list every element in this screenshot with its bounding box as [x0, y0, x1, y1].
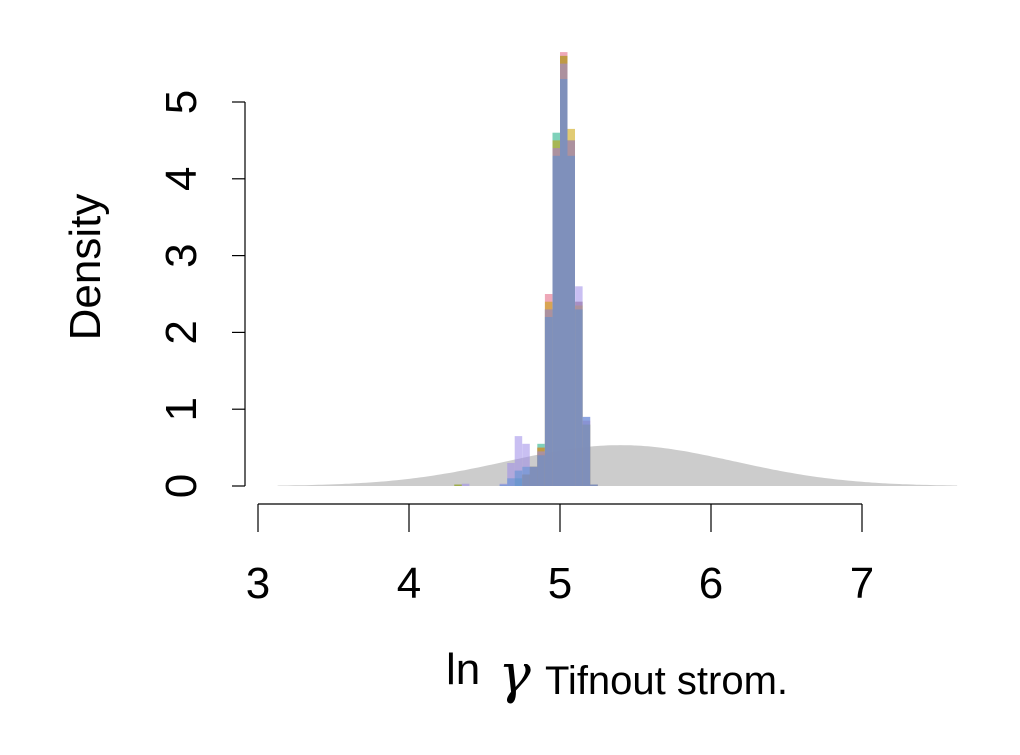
histogram-bar	[552, 155, 560, 487]
histogram-bar	[514, 470, 523, 486]
histogram-bar	[544, 317, 553, 486]
histogram-bar	[461, 483, 470, 486]
x-axis-label-prefix: ln	[446, 645, 480, 694]
posterior-series-5	[499, 79, 598, 487]
histogram-bar	[537, 455, 545, 486]
histogram-bar	[507, 478, 515, 486]
y-axis-label: Density	[61, 194, 110, 341]
histogram-bar	[582, 416, 591, 486]
y-tick-label: 2	[157, 320, 206, 344]
histogram-bar	[522, 466, 530, 486]
y-tick-label: 3	[157, 243, 206, 267]
axes: 0 1 2 3 4 5 3 4 5 6 7	[157, 90, 874, 608]
histogram-bar	[529, 466, 538, 486]
histogram-bar	[575, 309, 583, 486]
histogram-bar	[522, 443, 530, 486]
y-ticks: 0 1 2 3 4 5	[157, 90, 245, 498]
histogram-bar	[567, 155, 575, 487]
y-tick-label: 1	[157, 397, 206, 421]
histogram-bar	[507, 463, 515, 486]
y-tick-label: 0	[157, 474, 206, 498]
x-ticks: 3 4 5 6 7	[246, 504, 874, 608]
histogram-bar	[454, 484, 462, 486]
plot-area	[277, 52, 958, 487]
x-tick-label: 4	[397, 559, 421, 608]
prior-density-area	[277, 445, 958, 486]
x-tick-label: 7	[850, 559, 874, 608]
x-axis-label-symbol: γ	[498, 642, 531, 705]
y-tick-label: 5	[157, 90, 206, 114]
x-tick-label: 5	[548, 559, 572, 608]
histogram-bar	[590, 484, 598, 486]
x-tick-label: 6	[699, 559, 723, 608]
x-axis-label-subscript: Tifnout strom.	[545, 659, 788, 703]
histogram-bar	[560, 79, 568, 486]
histogram-bar	[514, 436, 523, 486]
x-tick-label: 3	[246, 559, 270, 608]
y-tick-label: 4	[157, 167, 206, 191]
histogram-bar	[499, 484, 508, 486]
x-axis-label: ln γ Tifnout strom.	[446, 642, 788, 705]
